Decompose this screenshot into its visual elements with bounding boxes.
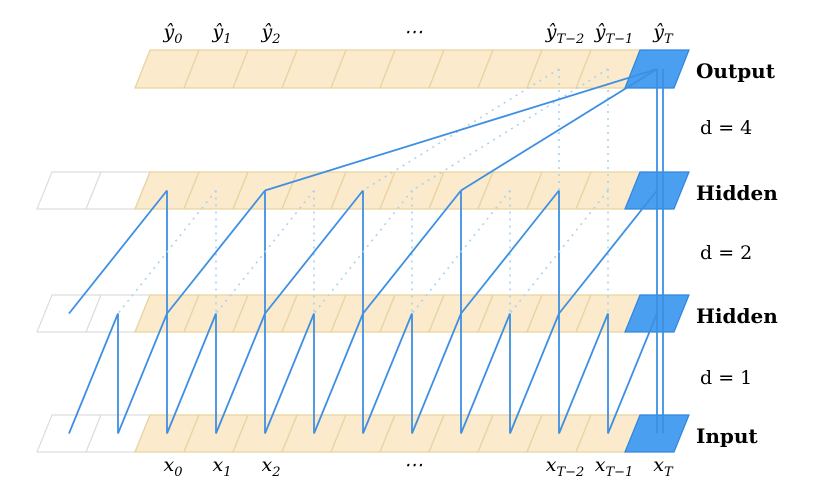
cell-label: x1 xyxy=(213,454,232,480)
label-index: T−2 xyxy=(556,465,584,480)
connection xyxy=(68,313,119,434)
connection xyxy=(313,313,364,434)
label-symbol: ŷ xyxy=(652,21,664,43)
label-index: 2 xyxy=(271,32,280,47)
label-symbol: x xyxy=(164,454,175,476)
connection xyxy=(68,189,168,315)
connection xyxy=(460,189,560,315)
connection xyxy=(166,313,217,434)
layer-name: Input xyxy=(696,424,758,448)
cell-label: xT xyxy=(653,454,674,480)
label-index: 0 xyxy=(174,32,182,47)
label-symbol: ŷ xyxy=(260,21,272,43)
dotted-connection xyxy=(411,190,511,314)
label-index: 0 xyxy=(174,465,182,480)
label-symbol: x xyxy=(546,454,557,476)
layer-name: Hidden xyxy=(696,304,778,328)
label-index: 2 xyxy=(271,465,280,480)
label-index: 1 xyxy=(223,32,231,47)
connection xyxy=(411,313,462,434)
label-symbol: ŷ xyxy=(594,21,606,43)
label-symbol: ŷ xyxy=(162,21,174,43)
dotted-connection xyxy=(509,190,609,314)
cell-label: ŷT xyxy=(652,21,674,47)
dilation: d = 4 xyxy=(700,117,752,139)
connection xyxy=(215,313,266,434)
label-index: T−1 xyxy=(605,465,633,480)
label-symbol: x xyxy=(213,454,224,476)
connection xyxy=(166,189,266,315)
label-symbol: x xyxy=(262,454,273,476)
label-symbol: x xyxy=(653,454,664,476)
connection xyxy=(558,313,609,434)
cell-label: ⋯ xyxy=(404,454,423,476)
connection xyxy=(264,189,364,315)
connection xyxy=(460,313,511,434)
label-index: T xyxy=(664,465,674,480)
cell-label: ⋯ xyxy=(404,21,423,43)
connection xyxy=(264,313,315,434)
cells xyxy=(36,49,690,453)
connection xyxy=(509,313,560,434)
cell-label: ŷT−1 xyxy=(594,21,634,47)
cell-label: ŷ2 xyxy=(260,21,280,47)
dotted-connection xyxy=(215,190,315,314)
label-index: T−2 xyxy=(556,32,584,47)
dilation: d = 2 xyxy=(700,242,752,264)
label-symbol: ⋯ xyxy=(404,21,423,43)
dilation: d = 1 xyxy=(700,367,752,389)
label-index: T xyxy=(664,32,674,47)
label-symbol: ⋯ xyxy=(404,454,423,476)
links xyxy=(68,68,664,434)
label-index: T−1 xyxy=(605,32,633,47)
connection xyxy=(117,313,168,434)
cell-label: xT−1 xyxy=(595,454,634,480)
cell-label: ŷ0 xyxy=(162,21,182,47)
label-symbol: ŷ xyxy=(211,21,223,43)
connection xyxy=(607,313,658,434)
dotted-connection xyxy=(313,190,413,314)
cell-label: ŷ1 xyxy=(211,21,231,47)
connection xyxy=(362,313,413,434)
label-symbol: ŷ xyxy=(545,21,557,43)
dotted-connection xyxy=(117,190,217,314)
cell-label: x2 xyxy=(262,454,281,480)
connection xyxy=(264,68,658,192)
cell-label: xT−2 xyxy=(546,454,585,480)
layer-name: Output xyxy=(696,59,776,83)
connection xyxy=(460,68,658,192)
connection xyxy=(558,189,658,315)
cell-label: x0 xyxy=(164,454,183,480)
label-index: 1 xyxy=(223,465,231,480)
cell-label: ŷT−2 xyxy=(545,21,585,47)
connection xyxy=(362,189,462,315)
layer-name: Hidden xyxy=(696,181,778,205)
label-symbol: x xyxy=(595,454,606,476)
